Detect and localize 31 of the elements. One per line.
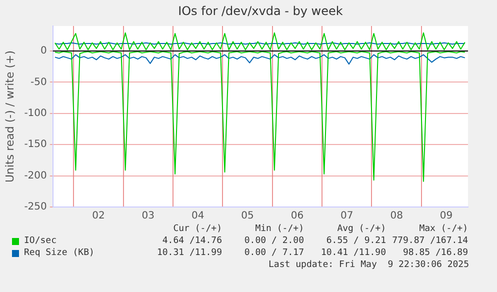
x-tick-label: 08 [390,210,403,222]
x-tick-label: 06 [290,210,304,222]
text: 0.00 / 2.00 [243,235,304,247]
chart-title: IOs for /dev/xvda - by week [178,4,343,18]
text: Last update: Fri May 9 22:30:06 2025 [268,259,470,271]
text: 779.87 /167.14 [391,235,468,247]
y-tick-label: 0 [40,46,47,57]
legend-label: Req Size (KB) [23,247,96,259]
text: Min (-/+) [254,223,304,235]
y-tick-label: -150 [24,139,47,150]
y-tick-label: -250 [24,202,47,213]
text: 0.00 / 7.17 [243,247,304,259]
x-tick-label: 09 [440,210,453,222]
y-tick-label: -50 [30,76,47,88]
text: 98.85 /16.89 [402,247,468,259]
y-tick-label: -100 [24,108,47,119]
text: 4.64 /14.76 [161,235,222,247]
y-axis-title: Units read (-) / write (+) [3,50,16,183]
x-tick-label: 02 [92,210,105,222]
y-tick-label: -200 [24,170,47,182]
x-tick-label: 07 [340,210,354,222]
text: Max (-/+) [418,223,468,235]
text: 6.55 / 9.21 [325,235,386,247]
text: Avg (-/+) [336,223,386,235]
legend-label: IO/sec [23,235,58,247]
text: 10.31 /11.99 [156,247,222,259]
text: Cur (-/+) [172,223,222,235]
x-tick-label: 05 [241,210,254,222]
x-tick-label: 03 [142,210,154,222]
text: 10.41 /11.90 [320,247,386,259]
x-tick-label: 04 [191,210,204,222]
